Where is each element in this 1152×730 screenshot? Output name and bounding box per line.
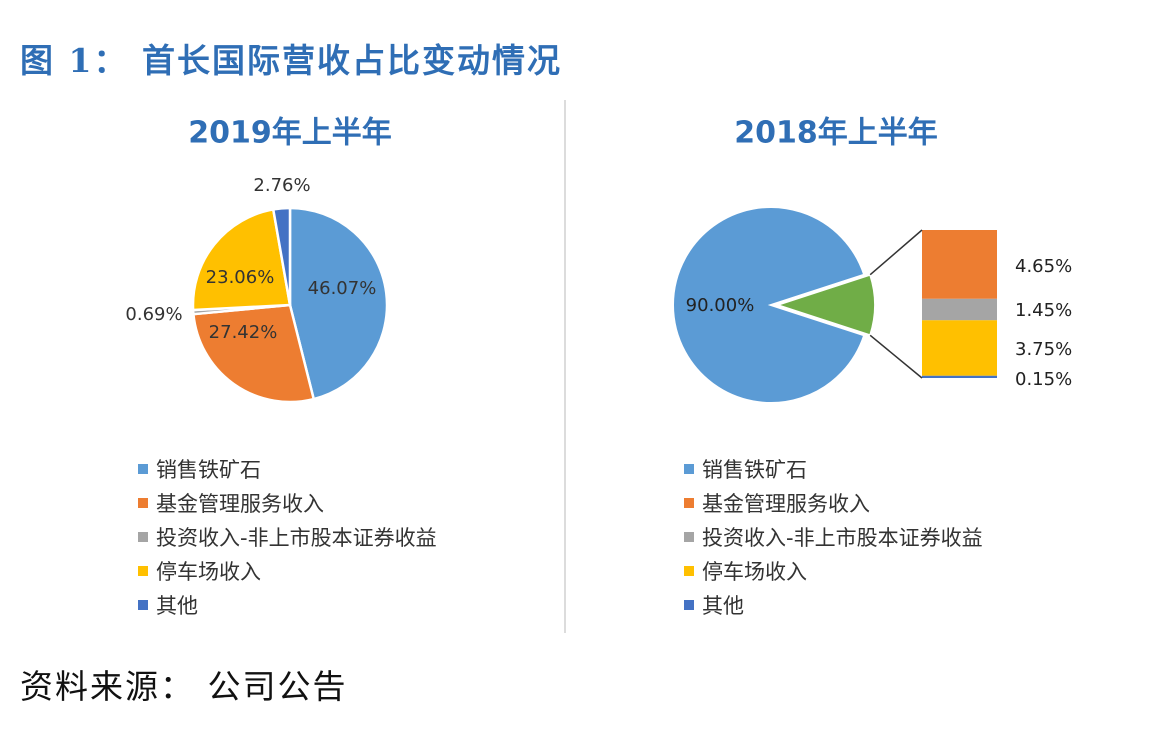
legend-swatch bbox=[684, 532, 694, 542]
legend-label: 停车场收入 bbox=[156, 560, 261, 584]
data-label: 2.76% bbox=[253, 175, 310, 196]
bar-of-pie-chart-2018: 2018年上半年 90.00% 4.65% 1.45% 3.75% 0.15% bbox=[671, 116, 1072, 404]
legend-item: 投资收入-非上市股本证券收益 bbox=[684, 520, 983, 554]
legend-item: 基金管理服务收入 bbox=[684, 486, 983, 520]
legend-label: 停车场收入 bbox=[702, 560, 807, 584]
legend-swatch bbox=[684, 498, 694, 508]
chart-divider bbox=[564, 100, 566, 633]
chart-title: 2019年上半年 bbox=[188, 116, 392, 151]
legend-swatch bbox=[138, 498, 148, 508]
legend-item: 投资收入-非上市股本证券收益 bbox=[138, 520, 437, 554]
legend-label: 销售铁矿石 bbox=[156, 458, 261, 482]
legend-item: 其他 bbox=[684, 588, 983, 622]
legend-item: 停车场收入 bbox=[684, 554, 983, 588]
pie-slice bbox=[288, 206, 389, 401]
pie-slice bbox=[271, 206, 292, 306]
data-label: 90.00% bbox=[686, 295, 755, 316]
legend-label: 基金管理服务收入 bbox=[156, 492, 324, 516]
connector-line bbox=[869, 334, 923, 379]
data-label: 0.15% bbox=[1015, 369, 1072, 390]
legend-2018: 销售铁矿石基金管理服务收入投资收入-非上市股本证券收益 停车场收入其他 bbox=[684, 452, 983, 622]
data-label: 0.69% bbox=[125, 304, 182, 325]
bar-segment bbox=[922, 320, 997, 376]
legend-item: 基金管理服务收入 bbox=[138, 486, 437, 520]
data-label: 4.65% bbox=[1015, 256, 1072, 277]
legend-label: 投资收入-非上市股本证券收益 bbox=[156, 526, 437, 550]
pie-chart-2019: 2019年上半年 46.07% 27.42% 0.69% 23.06% 2.76% bbox=[125, 116, 392, 404]
figure-title: 图 1： 首长国际营收占比变动情况 bbox=[20, 41, 562, 80]
data-label: 46.07% bbox=[308, 278, 377, 299]
legend-item: 销售铁矿石 bbox=[138, 452, 437, 486]
legend-label: 其他 bbox=[156, 594, 198, 618]
bar-segment bbox=[922, 298, 997, 321]
legend-label: 销售铁矿石 bbox=[702, 458, 807, 482]
data-label: 3.75% bbox=[1015, 339, 1072, 360]
legend-item: 其他 bbox=[138, 588, 437, 622]
source-note: 资料来源： 公司公告 bbox=[20, 667, 348, 706]
bar-segment bbox=[922, 230, 997, 299]
legend-swatch bbox=[138, 532, 148, 542]
pie-slice bbox=[191, 208, 292, 312]
bar-segment bbox=[922, 375, 997, 378]
legend-swatch bbox=[684, 464, 694, 474]
legend-swatch bbox=[138, 464, 148, 474]
data-label: 23.06% bbox=[206, 267, 275, 288]
legend-swatch bbox=[684, 600, 694, 610]
pie-slice bbox=[773, 273, 876, 337]
data-label: 1.45% bbox=[1015, 300, 1072, 321]
connector-line bbox=[869, 229, 923, 276]
legend-2019: 销售铁矿石基金管理服务收入投资收入-非上市股本证券收益 停车场收入其他 bbox=[138, 452, 437, 622]
legend-item: 销售铁矿石 bbox=[684, 452, 983, 486]
legend-swatch bbox=[138, 566, 148, 576]
legend-swatch bbox=[138, 600, 148, 610]
legend-label: 投资收入-非上市股本证券收益 bbox=[702, 526, 983, 550]
legend-label: 其他 bbox=[702, 594, 744, 618]
legend-label: 基金管理服务收入 bbox=[702, 492, 870, 516]
legend-item: 停车场收入 bbox=[138, 554, 437, 588]
legend-swatch bbox=[684, 566, 694, 576]
pie-slice bbox=[671, 206, 866, 404]
data-label: 27.42% bbox=[209, 322, 278, 343]
chart-title: 2018年上半年 bbox=[734, 116, 938, 151]
pie-slice bbox=[192, 303, 316, 404]
